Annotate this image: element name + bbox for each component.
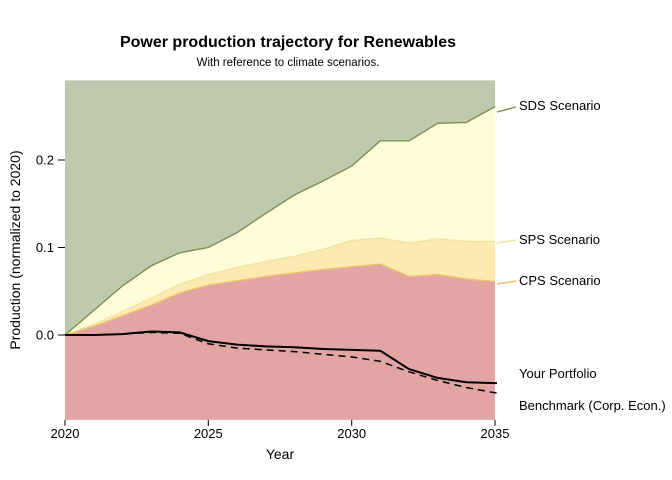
area-below-cps bbox=[65, 264, 495, 420]
annotation-your-portfolio: Your Portfolio bbox=[519, 366, 597, 381]
area-sds-to-sps bbox=[65, 106, 495, 335]
cps-label-connector bbox=[496, 280, 517, 285]
area-sps-to-cps bbox=[65, 237, 495, 335]
x-tick-label-2025: 2025 bbox=[194, 426, 223, 441]
chart-layers bbox=[58, 80, 501, 426]
sps-label-connector bbox=[496, 239, 517, 244]
annotation-benchmark: Benchmark (Corp. Econ.) bbox=[519, 398, 666, 413]
annotation-sps-scenario: SPS Scenario bbox=[519, 232, 600, 247]
x-tick-label-2020: 2020 bbox=[51, 426, 80, 441]
chart-subtitle: With reference to climate scenarios. bbox=[197, 57, 380, 69]
sps-scenario-line bbox=[64, 237, 495, 336]
annotation-cps-scenario: CPS Scenario bbox=[519, 273, 601, 288]
chart-title: Power production trajectory for Renewabl… bbox=[120, 34, 456, 51]
x-tick-label-2035: 2035 bbox=[481, 426, 510, 441]
y-axis-label: Production (normalized to 2020) bbox=[7, 150, 23, 349]
y-tick-label-0.1: 0.1 bbox=[36, 240, 54, 255]
x-axis-label: Year bbox=[266, 446, 295, 462]
y-tick-label-0.0: 0.0 bbox=[36, 328, 54, 343]
benchmark-line bbox=[65, 331, 501, 394]
sds-label-connector bbox=[496, 106, 517, 113]
annotation-sds-scenario: SDS Scenario bbox=[519, 98, 601, 113]
x-tick-label-2030: 2030 bbox=[337, 426, 366, 441]
area-above-sds bbox=[65, 80, 495, 336]
cps-scenario-line bbox=[64, 263, 496, 336]
sds-scenario-line bbox=[64, 105, 496, 336]
y-tick-label-0.2: 0.2 bbox=[36, 153, 54, 168]
